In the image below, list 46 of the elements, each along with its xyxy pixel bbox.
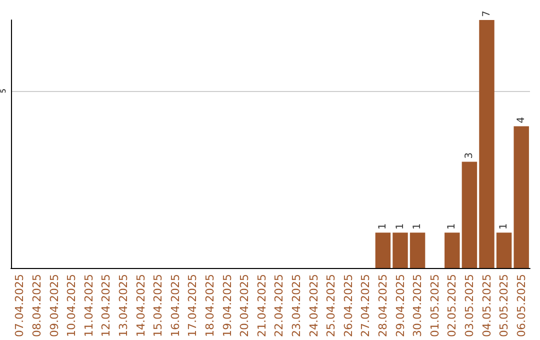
x-tick-label: 06.05.2025 (514, 274, 528, 338)
x-tick-label: 20.04.2025 (238, 274, 252, 338)
x-tick-label: 15.04.2025 (152, 274, 165, 338)
x-tick-label: 24.04.2025 (307, 274, 320, 338)
data-label: 1 (412, 223, 424, 230)
x-tick-label: 03.05.2025 (462, 274, 476, 338)
data-label: 4 (516, 116, 527, 124)
x-tick-label: 01.05.2025 (428, 274, 442, 338)
x-tick-label: 23.04.2025 (290, 274, 303, 338)
x-tick-label: 05.05.2025 (498, 274, 511, 338)
x-tick-label: 29.04.2025 (394, 274, 407, 338)
bar (514, 126, 529, 268)
bar (496, 232, 512, 268)
data-label: 1 (394, 223, 406, 230)
x-tick-label: 25.04.2025 (324, 274, 338, 338)
x-tick-label: 16.04.2025 (168, 274, 182, 338)
x-tick-label: 09.04.2025 (48, 274, 61, 338)
x-tick-label: 28.04.2025 (376, 274, 390, 338)
x-tick-label: 26.04.2025 (342, 274, 355, 338)
x-tick-label: 18.04.2025 (203, 274, 216, 338)
x-tick-label: 22.04.2025 (272, 274, 286, 338)
x-tick-label: 13.04.2025 (116, 274, 130, 338)
x-tick-label: 04.05.2025 (480, 274, 494, 338)
x-tick-label: 11.04.2025 (82, 274, 96, 338)
data-label: 1 (446, 223, 458, 230)
x-tick-label: 14.04.2025 (134, 274, 148, 338)
x-tick-label: 07.04.2025 (13, 274, 26, 338)
data-label: 3 (464, 152, 475, 159)
x-tick-label: 17.04.2025 (186, 274, 200, 338)
bar (444, 232, 460, 268)
x-tick-label: 21.04.2025 (255, 274, 268, 338)
data-label: 7 (481, 10, 492, 17)
x-tick-label: 12.04.2025 (100, 274, 113, 338)
bar (375, 232, 391, 268)
x-tick-label: 08.04.2025 (30, 274, 44, 338)
data-label: 1 (377, 223, 388, 230)
data-label: 1 (498, 223, 510, 230)
bar (410, 232, 426, 268)
bar (462, 162, 478, 268)
bar (479, 20, 494, 268)
x-tick-label: 27.04.2025 (359, 274, 372, 338)
x-tick-label: 10.04.2025 (65, 274, 78, 338)
x-tick-label: 02.05.2025 (446, 274, 459, 338)
bar (392, 232, 408, 268)
x-tick-label: 19.04.2025 (220, 274, 234, 338)
x-tick-label: 30.04.2025 (411, 274, 424, 338)
